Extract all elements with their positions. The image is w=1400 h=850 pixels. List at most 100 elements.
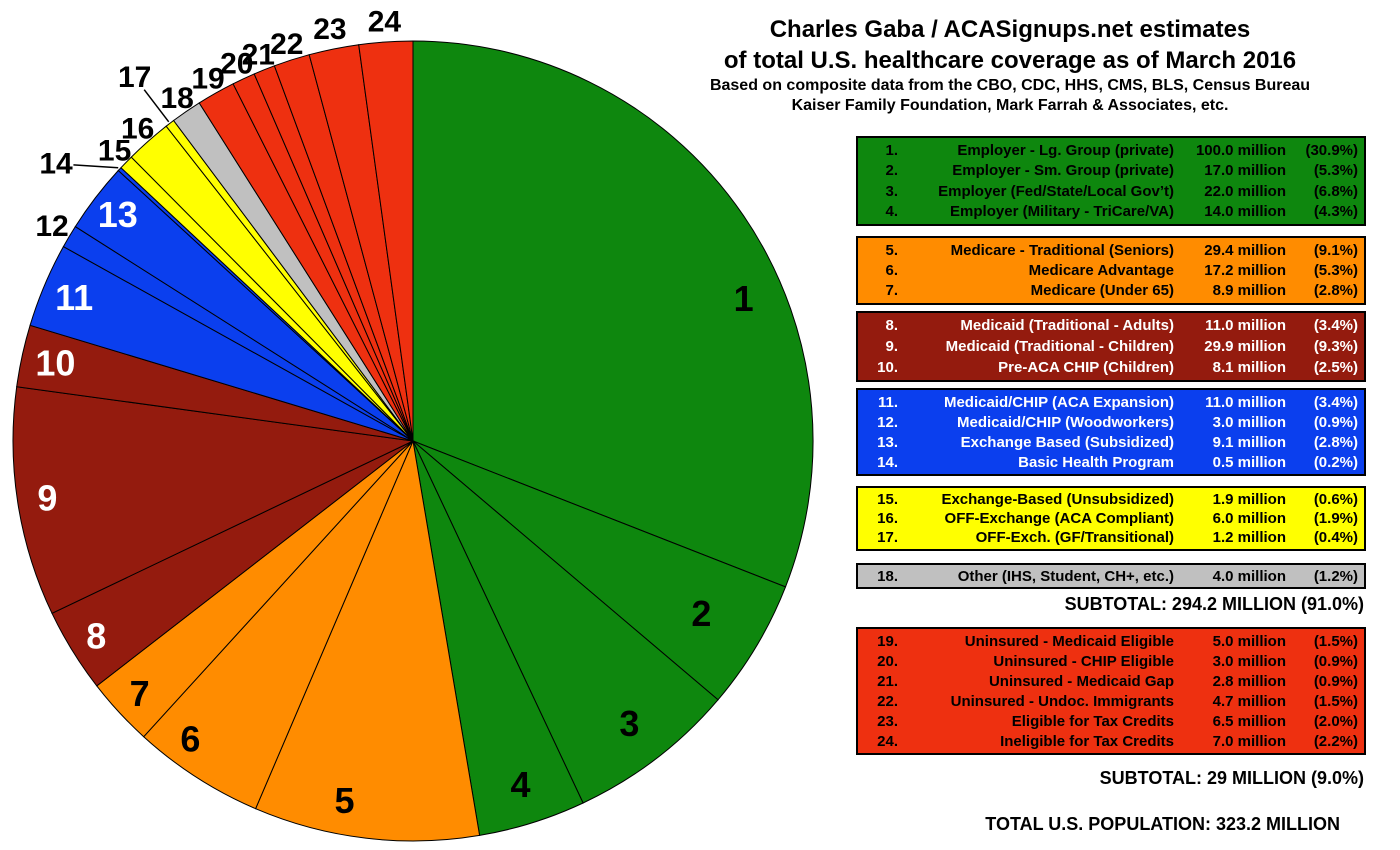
legend-value-1: 100.0 million xyxy=(1195,141,1286,159)
legend-label-15: Exchange-Based (Unsubsidized) xyxy=(941,491,1174,508)
legend-value-22: 4.7 million xyxy=(1212,692,1286,710)
legend-value-7: 8.9 million xyxy=(1212,282,1286,300)
legend-num-6: 6. xyxy=(885,261,898,279)
chart-title-line1: Charles Gaba / ACASignups.net estimates xyxy=(769,16,1251,43)
legend-label-11: Medicaid/CHIP (ACA Expansion) xyxy=(943,393,1174,411)
legend-label-1: Employer - Lg. Group (private) xyxy=(957,141,1174,159)
legend-pct-9: (9.3%) xyxy=(1313,338,1358,355)
pie-slice-label-7: 7 xyxy=(130,673,150,714)
legend-row-9: 9. Medicaid (Traditional - Children) 29.9 … xyxy=(858,337,1364,356)
chart-header: Charles Gaba / ACASignups.net estimates … xyxy=(645,14,1375,116)
legend-label-3: Employer (Fed/State/Local Gov’t) xyxy=(938,182,1174,200)
legend-label-16: OFF-Exchange (ACA Compliant) xyxy=(944,510,1174,527)
chart-subtitle-line2: Kaiser Family Foundation, Mark Farrah & … xyxy=(791,97,1229,114)
legend-label-22: Uninsured - Undoc. Immigrants xyxy=(950,692,1174,710)
pie-slice-label-6: 6 xyxy=(180,719,200,760)
pie-slice-label-16: 16 xyxy=(121,113,154,146)
legend-box-individual-market: 15. Exchange-Based (Unsubsidized) 1.9 mill… xyxy=(856,486,1366,551)
pie-slice-label-14: 14 xyxy=(39,147,73,180)
legend-pct-21: (0.9%) xyxy=(1313,672,1358,690)
legend-row-24: 24. Ineligible for Tax Credits 7.0 million… xyxy=(858,732,1364,751)
legend-num-5: 5. xyxy=(885,241,898,259)
legend-box-other-coverage: 18. Other (IHS, Student, CH+, etc.) 4.0 mi… xyxy=(856,563,1366,589)
legend-row-6: 6. Medicare Advantage 17.2 million (5.3%) xyxy=(858,261,1364,280)
legend-row-12: 12. Medicaid/CHIP (Woodworkers) 3.0 millio… xyxy=(858,413,1364,432)
legend-box-medicaid-traditional: 8. Medicaid (Traditional - Adults) 11.0 mi… xyxy=(856,311,1366,382)
legend-label-5: Medicare - Traditional (Seniors) xyxy=(950,241,1174,259)
legend-num-14: 14. xyxy=(877,453,898,471)
legend-row-3: 3. Employer (Fed/State/Local Gov’t) 22.0 m… xyxy=(858,182,1364,201)
pie-slice-5 xyxy=(254,439,481,842)
pie-slice-3 xyxy=(412,440,719,804)
legend-row-20: 20. Uninsured - CHIP Eligible 3.0 million (… xyxy=(858,652,1364,671)
legend-row-10: 10. Pre-ACA CHIP (Children) 8.1 million (2.… xyxy=(858,358,1364,377)
legend-label-7: Medicare (Under 65) xyxy=(1030,282,1174,300)
legend-row-7: 7. Medicare (Under 65) 8.9 million (2.8%) xyxy=(858,281,1364,300)
legend-value-9: 29.9 million xyxy=(1204,338,1286,355)
legend-num-21: 21. xyxy=(877,672,898,690)
legend-label-10: Pre-ACA CHIP (Children) xyxy=(998,359,1174,376)
pie-label-leader-17 xyxy=(143,89,170,123)
legend-value-23: 6.5 million xyxy=(1212,712,1286,730)
legend-label-9: Medicaid (Traditional - Children) xyxy=(945,338,1174,355)
legend: SUBTOTAL: 294.2 MILLION (91.0%) SUBTOTAL… xyxy=(856,0,1370,850)
legend-label-21: Uninsured - Medicaid Gap xyxy=(988,672,1174,690)
pie-slice-label-19: 19 xyxy=(191,63,224,96)
legend-value-11: 11.0 million xyxy=(1205,393,1286,411)
legend-value-15: 1.9 million xyxy=(1212,491,1286,508)
legend-value-6: 17.2 million xyxy=(1204,261,1286,279)
legend-value-5: 29.4 million xyxy=(1204,241,1286,259)
legend-value-3: 22.0 million xyxy=(1204,182,1286,200)
legend-value-21: 2.8 million xyxy=(1212,672,1286,690)
legend-num-22: 22. xyxy=(877,692,898,710)
legend-value-20: 3.0 million xyxy=(1212,652,1286,670)
legend-pct-18: (1.2%) xyxy=(1313,568,1358,585)
legend-num-11: 11. xyxy=(877,393,898,411)
legend-num-16: 16. xyxy=(877,510,898,527)
pie-slice-label-17: 17 xyxy=(118,61,151,94)
legend-row-1: 1. Employer - Lg. Group (private) 100.0 mi… xyxy=(858,141,1364,160)
legend-pct-3: (6.8%) xyxy=(1313,182,1358,200)
legend-pct-16: (1.9%) xyxy=(1313,510,1358,527)
pie-slice-label-1: 1 xyxy=(734,278,754,319)
legend-label-14: Basic Health Program xyxy=(1018,453,1174,471)
legend-num-17: 17. xyxy=(877,529,898,546)
pie-slice-label-3: 3 xyxy=(619,703,639,744)
legend-pct-7: (2.8%) xyxy=(1313,282,1358,300)
legend-num-4: 4. xyxy=(885,203,898,221)
legend-row-15: 15. Exchange-Based (Unsubsidized) 1.9 mill… xyxy=(858,490,1364,509)
legend-label-17: OFF-Exch. (GF/Transitional) xyxy=(975,529,1174,546)
legend-pct-8: (3.4%) xyxy=(1313,317,1358,334)
pie-slice-label-18: 18 xyxy=(161,82,194,115)
legend-value-17: 1.2 million xyxy=(1212,529,1286,546)
legend-label-23: Eligible for Tax Credits xyxy=(1011,712,1174,730)
pie-slice-label-23: 23 xyxy=(313,13,346,46)
legend-pct-6: (5.3%) xyxy=(1313,261,1358,279)
pie-slice-9 xyxy=(12,386,415,614)
pie-slice-label-4: 4 xyxy=(510,764,530,805)
total-population: TOTAL U.S. POPULATION: 323.2 MILLION xyxy=(985,814,1340,834)
legend-pct-1: (30.9%) xyxy=(1305,141,1358,159)
legend-num-20: 20. xyxy=(877,652,898,670)
legend-row-13: 13. Exchange Based (Subsidized) 9.1 millio… xyxy=(858,433,1364,452)
legend-num-2: 2. xyxy=(885,162,898,180)
subtotal-uninsured: SUBTOTAL: 29 MILLION (9.0%) xyxy=(1099,768,1364,788)
legend-label-13: Exchange Based (Subsidized) xyxy=(960,433,1174,451)
pie-slice-label-9: 9 xyxy=(37,478,57,519)
legend-pct-22: (1.5%) xyxy=(1313,692,1358,710)
pie-slice-label-13: 13 xyxy=(98,194,138,235)
legend-pct-12: (0.9%) xyxy=(1313,413,1358,431)
legend-num-12: 12. xyxy=(877,413,898,431)
legend-label-2: Employer - Sm. Group (private) xyxy=(952,162,1174,180)
pie-slice-6 xyxy=(142,440,414,810)
legend-row-5: 5. Medicare - Traditional (Seniors) 29.4 m… xyxy=(858,241,1364,260)
legend-pct-2: (5.3%) xyxy=(1313,162,1358,180)
legend-pct-10: (2.5%) xyxy=(1313,359,1358,376)
legend-value-2: 17.0 million xyxy=(1204,162,1286,180)
legend-row-17: 17. OFF-Exch. (GF/Transitional) 1.2 millio… xyxy=(858,528,1364,547)
pie-slice-label-11: 11 xyxy=(55,277,93,318)
legend-value-19: 5.0 million xyxy=(1212,632,1286,650)
legend-num-18: 18. xyxy=(877,568,898,585)
legend-pct-20: (0.9%) xyxy=(1313,652,1358,670)
